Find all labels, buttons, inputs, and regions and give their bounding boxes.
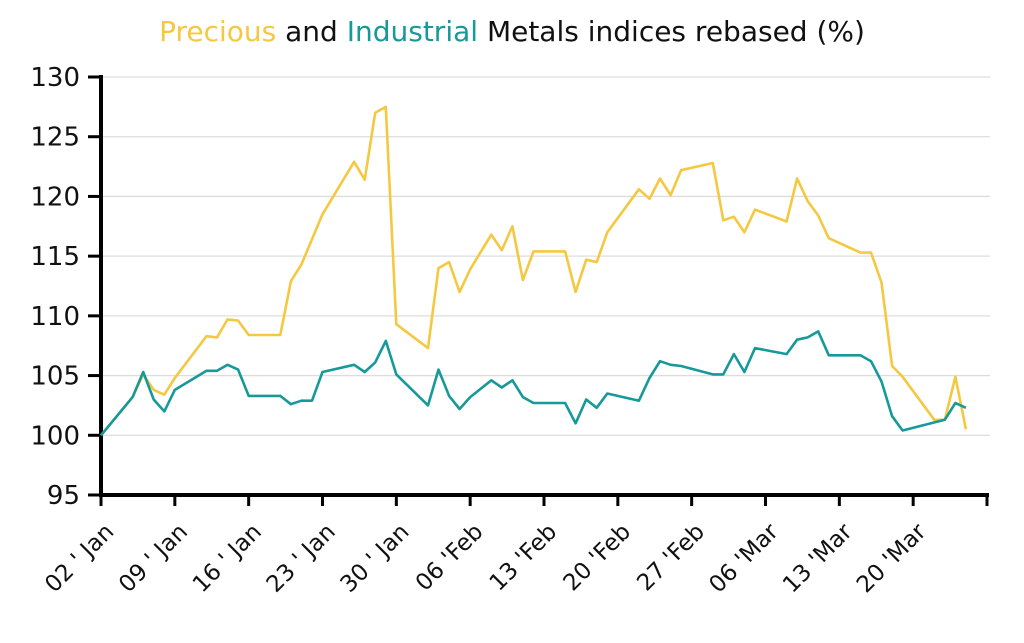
y-tick-label: 125 <box>30 123 80 153</box>
y-axis: 95 100 105 110 115 120 125 130 <box>30 63 103 511</box>
x-tick-label: 20 'Mar <box>852 518 932 598</box>
x-tick-label: 27 'Feb <box>632 519 710 597</box>
y-tick-label: 105 <box>30 362 80 392</box>
series-lines <box>99 105 968 437</box>
x-tick-label: 06 'Mar <box>704 518 784 598</box>
y-tick-label: 100 <box>30 421 80 451</box>
gridlines <box>101 76 990 436</box>
y-tick-label: 115 <box>30 242 80 272</box>
title-part: Precious <box>159 15 276 48</box>
x-tick-label: 23 ' Jan <box>262 519 341 598</box>
x-tick-label: 13 'Feb <box>485 519 563 597</box>
x-tick-label: 20 'Feb <box>559 519 637 597</box>
x-tick-label: 13 'Mar <box>778 518 858 598</box>
y-tick-label: 130 <box>30 63 80 93</box>
title-part: Industrial <box>347 15 478 48</box>
x-tick-label: 16 ' Jan <box>188 519 267 598</box>
x-tick-label: 30 ' Jan <box>336 519 415 598</box>
y-tick-label: 110 <box>30 302 80 332</box>
series-line-industrial <box>99 330 967 437</box>
series-line-precious <box>99 105 968 437</box>
x-tick-label: 06 'Feb <box>411 519 489 597</box>
x-tick-label: 02 ' Jan <box>40 519 119 598</box>
title-part: Metals indices rebased (%) <box>478 15 865 48</box>
y-tick-label: 95 <box>47 481 80 511</box>
title-part: and <box>276 15 346 48</box>
chart-title: Precious and Industrial Metals indices r… <box>159 15 865 48</box>
x-tick-label: 09 ' Jan <box>114 519 193 598</box>
y-tick-label: 120 <box>30 182 80 212</box>
